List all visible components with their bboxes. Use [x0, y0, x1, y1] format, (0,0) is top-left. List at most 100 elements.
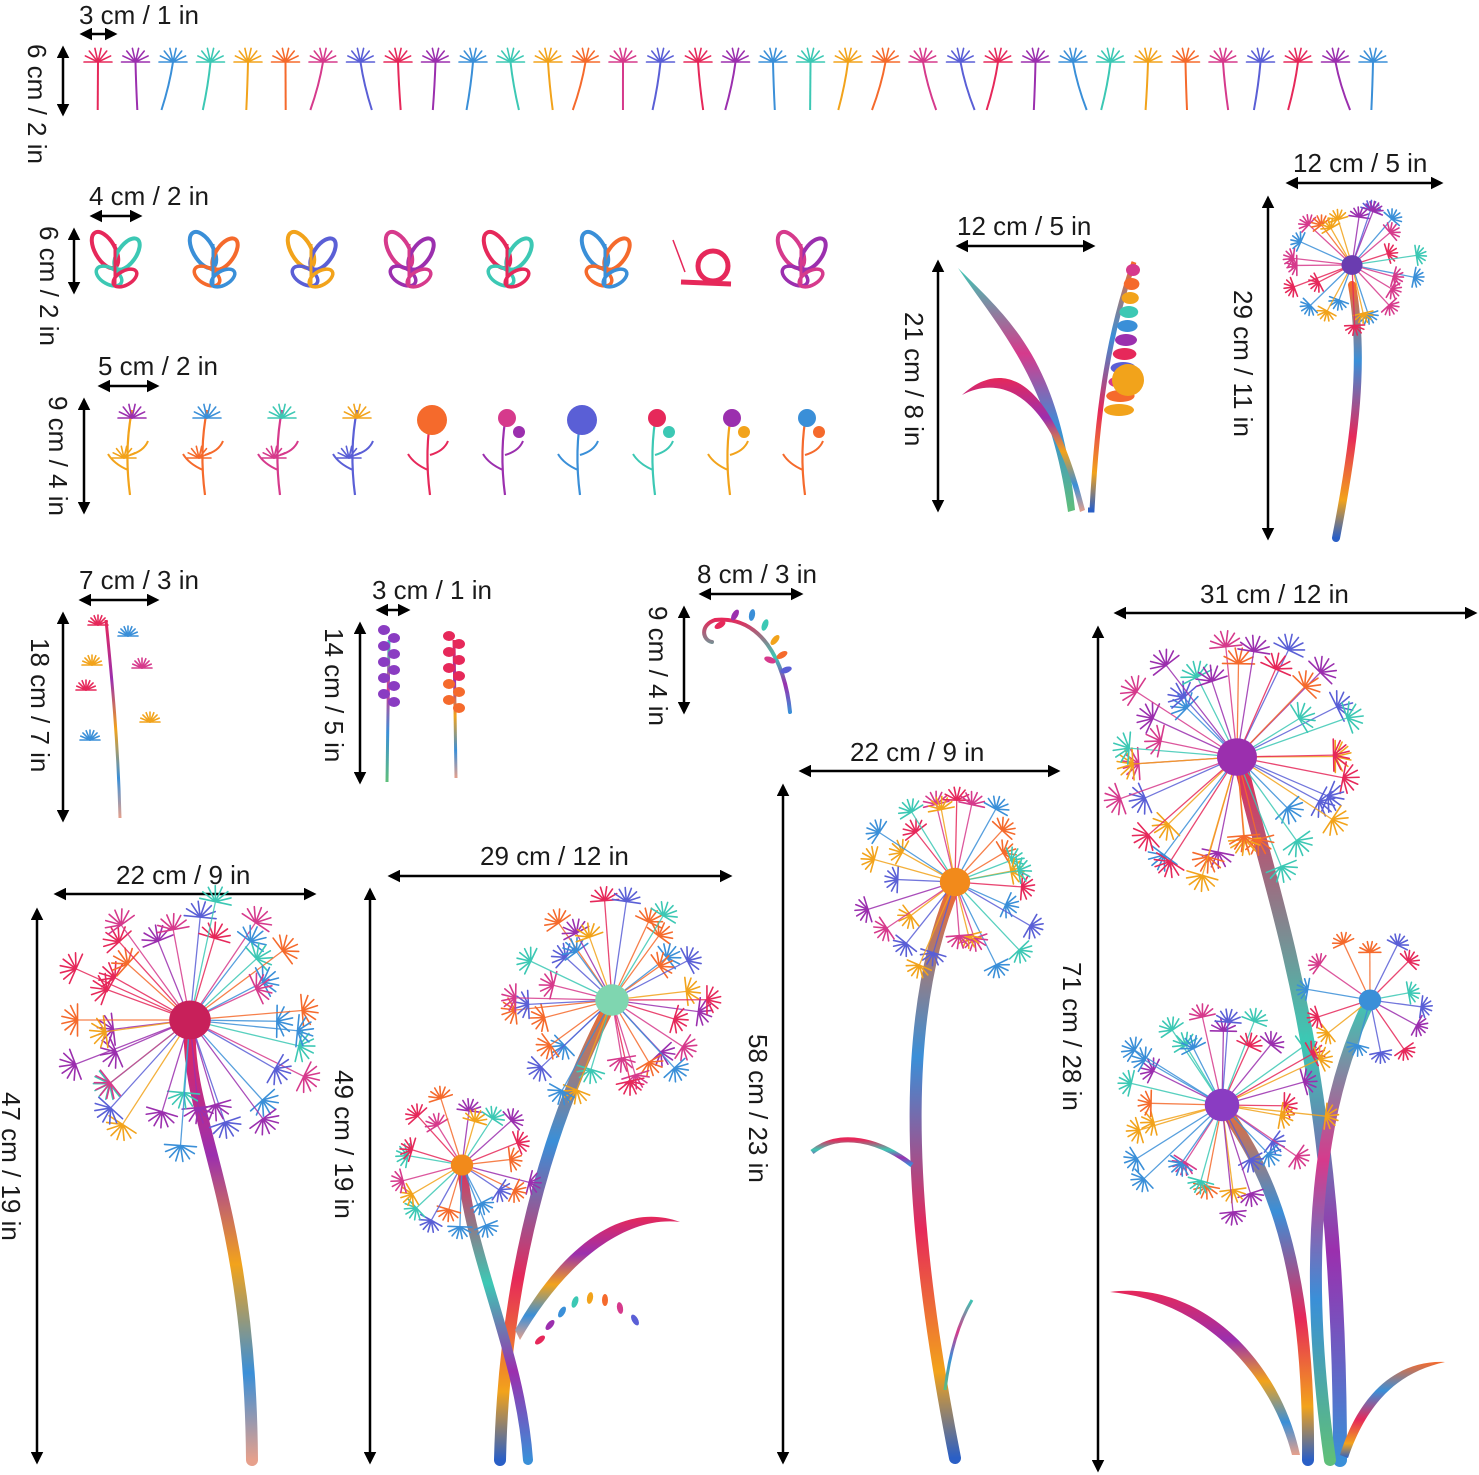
seed-decal	[720, 47, 751, 111]
small-flower-decal	[707, 409, 750, 496]
seed-decal	[495, 47, 526, 111]
seed-decal	[383, 47, 413, 111]
seed-decal	[533, 47, 563, 111]
small-flower-decal	[257, 403, 299, 496]
fern-leaf	[761, 619, 769, 631]
fern-leaf	[714, 621, 726, 629]
sprig-blooms	[75, 614, 161, 741]
lavender-bud	[443, 663, 455, 673]
dandelion-stem	[909, 879, 961, 1464]
lavender-bud	[388, 697, 400, 707]
seed-decal	[1095, 47, 1126, 111]
fern-curl	[535, 1292, 639, 1345]
lavender-bud	[453, 671, 465, 681]
seed-decal	[233, 47, 263, 111]
dandelion-large-decal	[1103, 630, 1445, 1467]
lavender-bud	[378, 641, 390, 651]
dandelion-stem	[1216, 1099, 1315, 1466]
seed-decal	[570, 47, 601, 111]
fern-width-label: 8 cm / 3 in	[697, 559, 817, 589]
lupine-bud	[1104, 404, 1134, 416]
seeds-height-label: 6 cm / 2 in	[22, 44, 52, 164]
seed-decal	[270, 47, 301, 111]
sprig-width-label: 7 cm / 3 in	[79, 565, 199, 595]
lupine-bud	[1126, 264, 1140, 276]
dandelion-core	[595, 984, 629, 1016]
seed-decal	[833, 47, 863, 111]
fern-leaf	[780, 666, 792, 674]
dandelion-single-decal	[58, 884, 321, 1466]
dandelion-stem	[183, 1019, 258, 1466]
sprig-height-label: 18 cm / 7 in	[25, 638, 55, 773]
lavender-bud	[388, 665, 400, 675]
seed-decal	[420, 47, 451, 111]
seed-decal	[608, 47, 638, 111]
seed-decal	[308, 47, 338, 111]
seed-decal	[1245, 47, 1276, 111]
seed-decal	[1020, 47, 1051, 111]
lavender-bud	[443, 631, 455, 641]
lavender-bud	[443, 695, 455, 705]
butterfly-decal	[775, 229, 828, 289]
butterflies-width-label: 4 cm / 2 in	[89, 181, 209, 211]
seed-decal	[683, 47, 713, 111]
dandelion-pair-decal	[390, 885, 722, 1466]
lavender-buds	[378, 625, 465, 713]
small-flower-decal	[557, 405, 599, 496]
lupine-bud	[1119, 306, 1139, 318]
fern-leaf	[535, 1335, 545, 1345]
seed-decal	[945, 47, 976, 111]
lupine-bud	[1123, 278, 1140, 290]
grass-blade	[962, 377, 1085, 512]
butterflies-height-label: 6 cm / 2 in	[34, 226, 64, 346]
dandelion-tall-decal	[810, 786, 1044, 1464]
small-dandelion-height-label: 29 cm / 11 in	[1228, 290, 1258, 437]
fern-leaf	[602, 1294, 608, 1306]
small-flower-decal	[782, 409, 825, 496]
dandelion-stem	[494, 999, 616, 1466]
grass-height-label: 21 cm / 8 in	[899, 312, 929, 447]
seed-decal	[870, 47, 901, 111]
lavender-bud	[378, 625, 390, 635]
fern-leaf	[616, 1302, 624, 1314]
lavender-bud	[453, 687, 465, 697]
seed-decal	[1133, 47, 1163, 111]
small-flowers-height-label: 9 cm / 4 in	[43, 396, 73, 516]
small-flowers-width-label: 5 cm / 2 in	[98, 351, 218, 381]
dandelion-single-width-label: 22 cm / 9 in	[116, 860, 251, 890]
dandelion-large-height-label: 71 cm / 28 in	[1057, 962, 1087, 1111]
butterfly-decal	[579, 229, 632, 289]
lavender-bud	[443, 679, 455, 689]
lupine-bloom	[1112, 364, 1144, 396]
grass-blade	[1110, 1290, 1300, 1455]
grass-width-label: 12 cm / 5 in	[957, 211, 1092, 241]
lavender-bud	[388, 633, 400, 643]
seed-decal	[1358, 47, 1388, 111]
butterfly-decal	[285, 229, 338, 289]
dandelion-core	[1358, 989, 1382, 1011]
lavender-bud	[388, 681, 400, 691]
dandelion-core	[1341, 255, 1363, 275]
lavender-bud	[378, 689, 390, 699]
dandelion-stem	[1233, 753, 1347, 1467]
seed-decal	[908, 47, 938, 111]
lavender-bud	[453, 655, 465, 665]
fern-leaf	[571, 1296, 579, 1308]
seed-decal	[758, 47, 788, 111]
dandelion-head	[58, 884, 321, 1163]
seed-decal	[645, 47, 676, 111]
dandelion-pair-height-label: 49 cm / 19 in	[329, 1070, 359, 1219]
fern-leaf	[776, 651, 788, 659]
lavender-bud	[378, 657, 390, 667]
dandelion-tall-height-label: 58 cm / 23 in	[743, 1034, 773, 1183]
lavender-width-label: 3 cm / 1 in	[372, 575, 492, 605]
small-flower-decal	[407, 405, 449, 496]
fern-leaf	[731, 609, 739, 621]
fern-leaf	[748, 609, 756, 621]
seed-decal	[195, 47, 226, 111]
seeds-width-label: 3 cm / 1 in	[79, 0, 199, 30]
seed-decal	[158, 47, 188, 111]
fern-leaf	[586, 1292, 594, 1304]
seed-decal	[1320, 47, 1351, 111]
